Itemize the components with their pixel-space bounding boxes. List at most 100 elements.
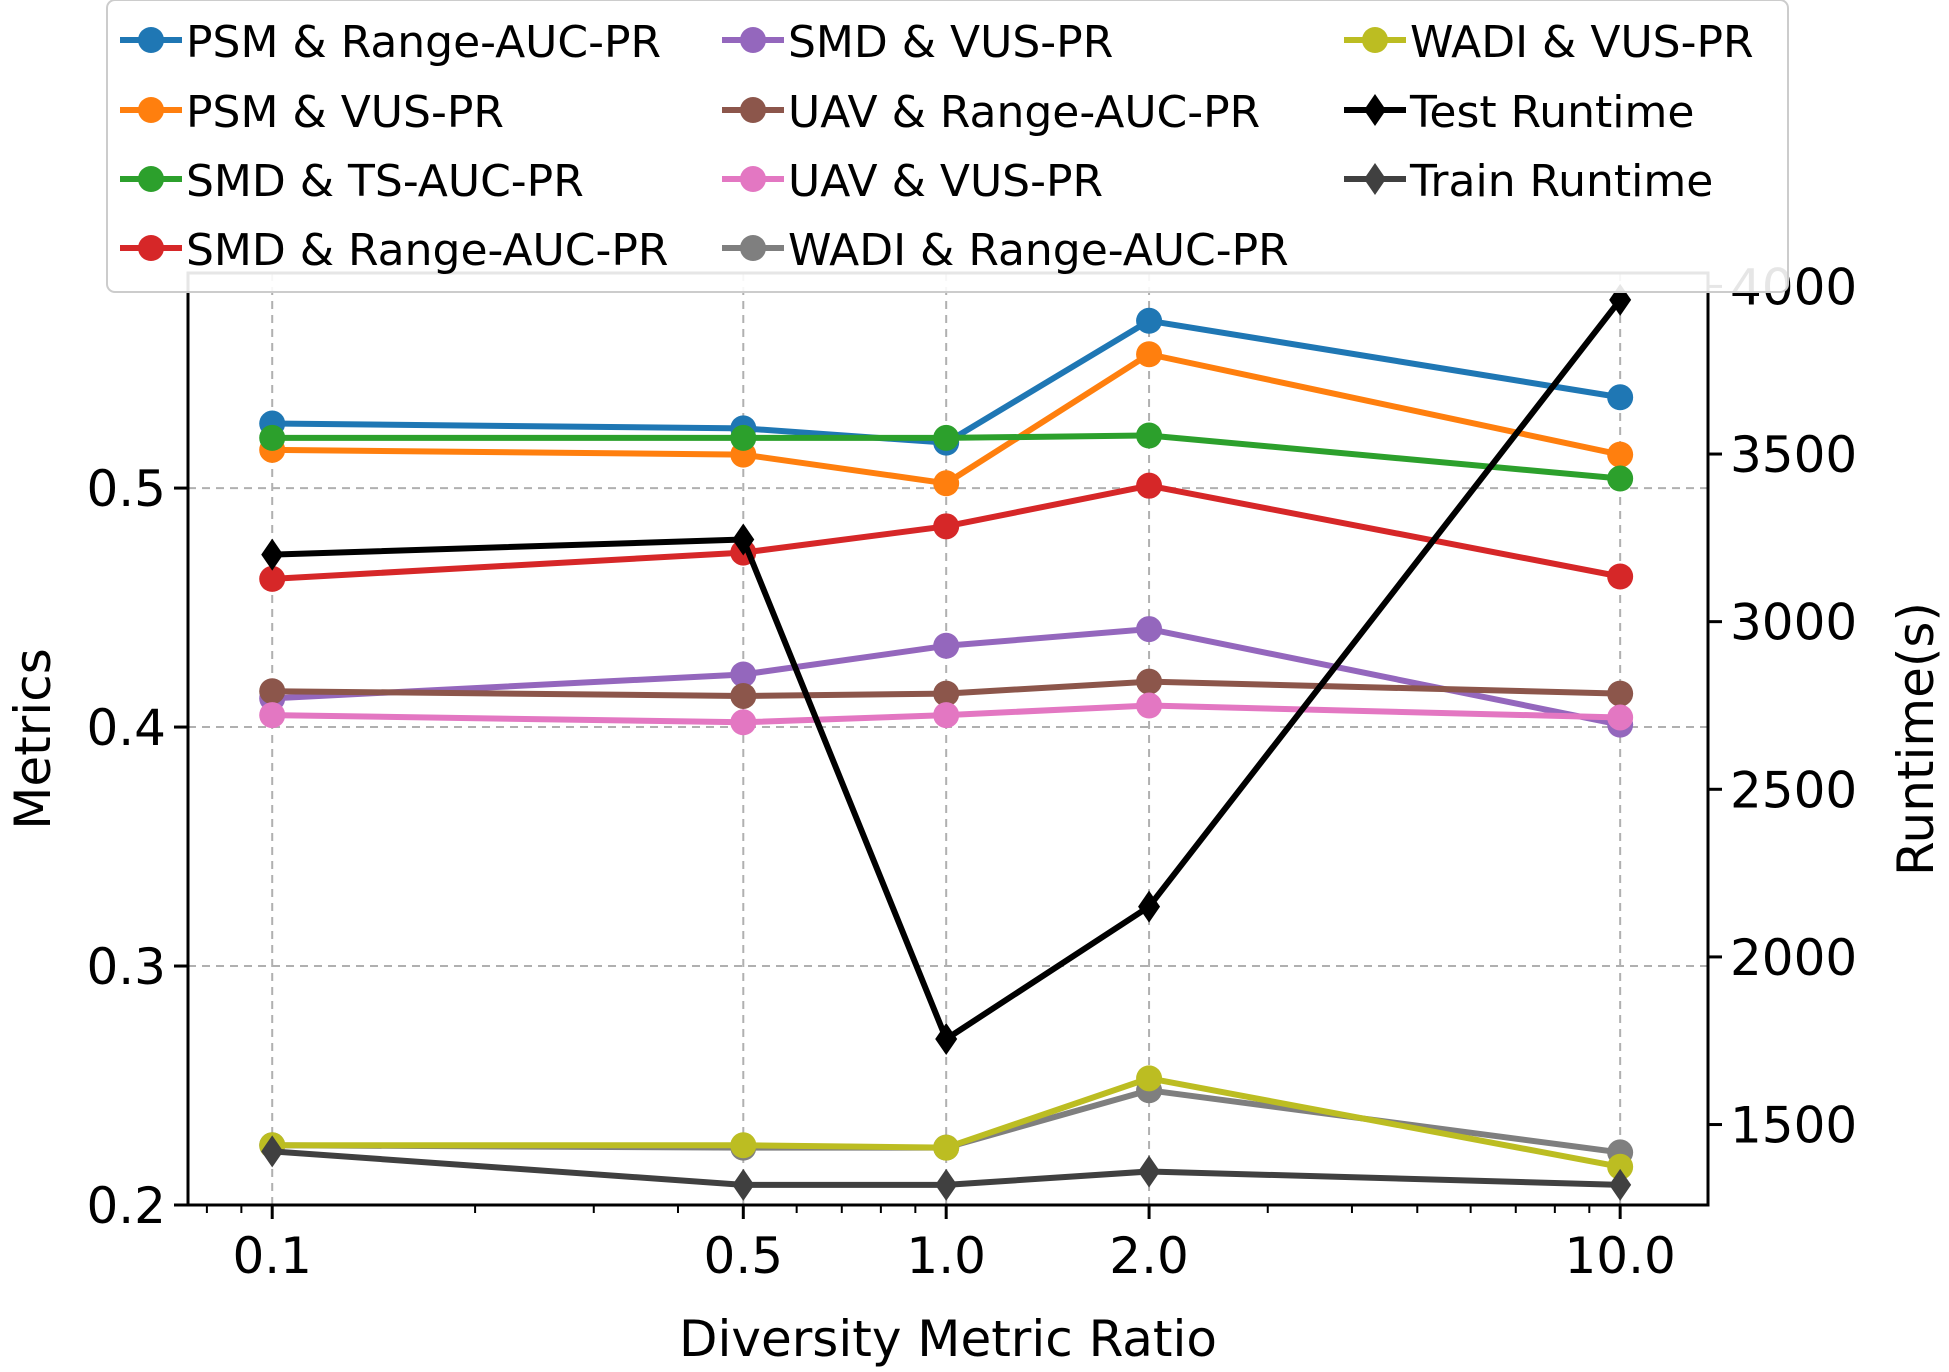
- data-point: [1607, 384, 1634, 411]
- data-point: [933, 1134, 960, 1161]
- data-point: [1136, 668, 1163, 695]
- data-point: [1136, 692, 1163, 719]
- data-point: [1607, 1153, 1634, 1180]
- data-point: [1607, 441, 1634, 468]
- x-axis-label: Diversity Metric Ratio: [679, 1310, 1217, 1368]
- data-point: [1136, 341, 1163, 368]
- legend-label: SMD & Range-AUC-PR: [186, 225, 668, 276]
- series-uav-vus-pr: [259, 692, 1634, 736]
- y-axis-label: Metrics: [4, 648, 62, 830]
- legend-swatch-marker: [138, 97, 164, 123]
- data-point: [730, 709, 757, 736]
- legend-item-smd-ts-auc-pr: SMD & TS-AUC-PR: [120, 156, 584, 207]
- x-tick-label: 1.0: [906, 1227, 986, 1285]
- legend-item-test-runtime: Test Runtime: [1344, 87, 1694, 138]
- data-point: [730, 424, 757, 451]
- data-point: [1607, 704, 1634, 731]
- data-point: [732, 1168, 755, 1201]
- legend-swatch-marker: [138, 235, 164, 261]
- plot-frame: [186, 271, 1710, 1207]
- series-test-runtime: [261, 283, 1632, 1056]
- legend-swatch-marker: [740, 166, 766, 192]
- y2-tick-label: 2500: [1730, 761, 1857, 819]
- legend-label: Train Runtime: [1409, 156, 1713, 207]
- legend-item-smd-range-auc-pr: SMD & Range-AUC-PR: [120, 225, 668, 276]
- legend-item-wadi-range-auc-pr: WADI & Range-AUC-PR: [722, 225, 1289, 276]
- series-smd-ts-auc-pr: [259, 422, 1634, 492]
- legend-label: SMD & VUS-PR: [788, 17, 1113, 68]
- legend-label: PSM & Range-AUC-PR: [186, 17, 661, 68]
- data-point: [259, 678, 286, 705]
- data-point: [935, 1168, 958, 1201]
- legend-swatch-marker: [138, 27, 164, 53]
- legend-label: Test Runtime: [1409, 87, 1694, 138]
- data-point: [933, 470, 960, 497]
- x-tick-label: 0.1: [232, 1227, 312, 1285]
- legend-swatch-marker: [740, 97, 766, 123]
- legend-swatch-marker: [1364, 163, 1386, 195]
- data-point: [1138, 1155, 1161, 1188]
- legend-swatch-marker: [1362, 27, 1388, 53]
- data-point: [935, 1023, 958, 1056]
- x-tick-label: 0.5: [704, 1227, 784, 1285]
- series-layer: [259, 283, 1634, 1201]
- legend-label: UAV & VUS-PR: [788, 156, 1103, 207]
- series-uav-range-auc-pr: [259, 668, 1634, 709]
- data-point: [261, 1135, 284, 1168]
- legend-item-psm-range-auc-pr: PSM & Range-AUC-PR: [120, 17, 661, 68]
- y2-axis-label: Runtime(s): [1887, 602, 1945, 876]
- x-tick-label: 10.0: [1564, 1227, 1675, 1285]
- data-point: [1136, 422, 1163, 449]
- legend-label: PSM & VUS-PR: [186, 87, 504, 138]
- y2-tick-label: 3500: [1730, 426, 1857, 484]
- legend-swatch-marker: [1364, 94, 1386, 126]
- data-point: [259, 702, 286, 729]
- data-point: [933, 702, 960, 729]
- legend-label: UAV & Range-AUC-PR: [788, 87, 1260, 138]
- y2-tick-label: 2000: [1730, 929, 1857, 987]
- legend-swatch-marker: [740, 27, 766, 53]
- series-line: [272, 317, 1621, 446]
- x-tick-label: 2.0: [1109, 1227, 1189, 1285]
- legend-swatch-marker: [138, 166, 164, 192]
- legend-item-wadi-vus-pr: WADI & VUS-PR: [1344, 17, 1754, 68]
- data-point: [259, 565, 286, 592]
- data-point: [732, 523, 755, 556]
- data-point: [730, 682, 757, 709]
- legend-label: WADI & VUS-PR: [1410, 17, 1754, 68]
- legend-swatch-marker: [740, 235, 766, 261]
- data-point: [1607, 680, 1634, 707]
- legend-frame: [106, 0, 1789, 293]
- legend: PSM & Range-AUC-PR PSM & VUS-PR SMD & TS-A…: [106, 0, 1789, 293]
- data-point: [730, 1132, 757, 1159]
- legend-item-uav-range-auc-pr: UAV & Range-AUC-PR: [722, 87, 1260, 138]
- data-point: [1607, 465, 1634, 492]
- legend-item-train-runtime: Train Runtime: [1344, 156, 1713, 207]
- legend-item-smd-vus-pr: SMD & VUS-PR: [722, 17, 1113, 68]
- data-point: [1136, 616, 1163, 643]
- y-tick-label: 0.2: [86, 1177, 166, 1235]
- data-point: [1609, 1168, 1632, 1201]
- data-point: [261, 538, 284, 571]
- y2-tick-label: 1500: [1730, 1097, 1857, 1155]
- series-wadi-vus-pr: [259, 1065, 1634, 1180]
- data-point: [933, 680, 960, 707]
- data-point: [1607, 563, 1634, 590]
- axes: 0.1 0.5 1.0 2.0 10.0 0.2 0.3 0.4 0.5 1500 2000 2500…: [86, 258, 1857, 1285]
- data-point: [933, 632, 960, 659]
- data-point: [730, 661, 757, 688]
- legend-item-uav-vus-pr: UAV & VUS-PR: [722, 156, 1103, 207]
- data-point: [933, 424, 960, 451]
- series-train-runtime: [261, 1135, 1632, 1201]
- legend-label: SMD & TS-AUC-PR: [186, 156, 584, 207]
- data-point: [1136, 307, 1163, 334]
- grid: [188, 273, 1708, 1206]
- y-tick-label: 0.5: [86, 460, 166, 518]
- y2-tick-label: 3000: [1730, 594, 1857, 652]
- data-point: [259, 424, 286, 451]
- data-point: [933, 513, 960, 540]
- y-tick-label: 0.3: [86, 938, 166, 996]
- legend-label: WADI & Range-AUC-PR: [788, 225, 1289, 276]
- y-tick-label: 0.4: [86, 699, 166, 757]
